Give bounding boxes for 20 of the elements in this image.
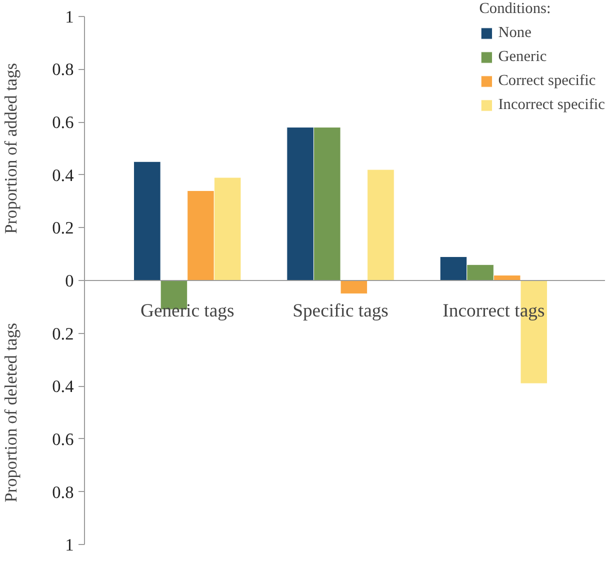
- y-tick-label: 0.6: [52, 113, 74, 132]
- y-axis-title: Proportion of added tags: [2, 62, 21, 234]
- legend-title: Conditions:: [479, 0, 552, 18]
- y-tick-label: 0.2: [52, 218, 74, 238]
- y-tick-label: 0: [65, 272, 74, 290]
- x-tick-label: Specific tags: [292, 300, 388, 322]
- y-tick-label: 0.4: [52, 377, 74, 396]
- y-tick-label: 0.8: [52, 60, 74, 80]
- x-tick-label: Generic tags: [140, 300, 234, 322]
- legend-label: Incorrect specific: [498, 95, 605, 115]
- legend-label: None: [498, 23, 532, 43]
- y-tick-label: 0.8: [52, 482, 74, 502]
- y-tick-label: 1: [65, 536, 74, 555]
- legend-label: Generic: [498, 47, 547, 67]
- legend-label: Correct specific: [498, 71, 596, 91]
- y-tick-label: 0.4: [52, 166, 74, 185]
- y-tick-label: 0.6: [52, 430, 74, 449]
- y-tick-label: 0.2: [52, 324, 74, 344]
- y-tick-label: 1: [65, 7, 74, 26]
- text: Proportion of deleted tags: [2, 322, 21, 502]
